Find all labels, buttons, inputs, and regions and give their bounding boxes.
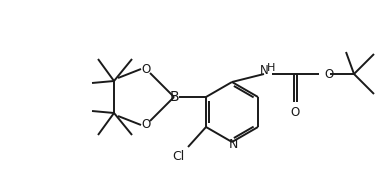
Text: O: O	[290, 105, 300, 118]
Text: O: O	[141, 118, 151, 132]
Text: O: O	[324, 68, 333, 80]
Text: B: B	[169, 90, 179, 104]
Text: N: N	[260, 64, 268, 76]
Text: H: H	[267, 63, 275, 73]
Text: O: O	[141, 62, 151, 75]
Text: N: N	[228, 138, 238, 152]
Text: Cl: Cl	[172, 150, 184, 163]
